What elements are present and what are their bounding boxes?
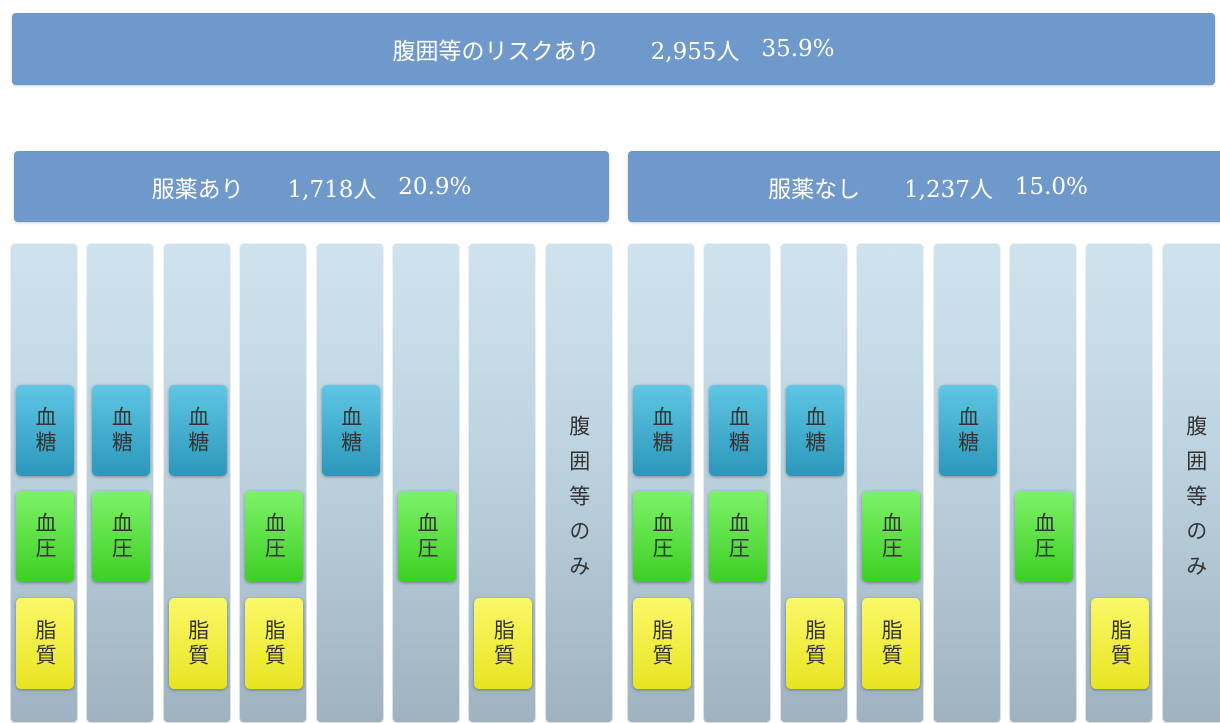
- risk-badge: 血糖: [16, 385, 74, 476]
- column: 血糖 血圧: [86, 243, 155, 723]
- spacer: [993, 174, 1015, 200]
- risk-badge: 血糖: [785, 385, 844, 476]
- group-label: 服薬なし: [768, 176, 861, 203]
- risk-badge: 血糖: [709, 385, 768, 476]
- header-bar: 腹囲等のリスクあり 2,955人 35.9%: [12, 13, 1215, 85]
- column: 血圧: [392, 243, 460, 723]
- risk-badge: 脂質: [168, 598, 227, 689]
- risk-badge: 脂質: [633, 598, 691, 689]
- risk-badge: 血糖: [321, 385, 380, 476]
- risk-badge: 血圧: [633, 491, 691, 582]
- risk-badge: 血圧: [245, 491, 304, 582]
- column-text: 腹囲等のみ: [566, 415, 591, 590]
- column: 血糖: [932, 243, 1001, 723]
- risk-badge: 血圧: [862, 491, 921, 582]
- spacer: [244, 174, 288, 200]
- group-percent: 15.0%: [1014, 173, 1088, 200]
- group-bar: 服薬あり 1,718人 20.9%: [14, 151, 609, 222]
- risk-badge: 血圧: [709, 491, 768, 582]
- spacer: [860, 174, 904, 200]
- group-count: 1,237人: [904, 176, 993, 203]
- column: 血糖 血圧: [703, 243, 772, 723]
- group-percent: 20.9%: [398, 173, 472, 200]
- risk-badge: 血圧: [1015, 491, 1073, 582]
- risk-badge: 血圧: [92, 491, 151, 582]
- risk-badge: 脂質: [862, 598, 921, 689]
- column: 脂質: [468, 243, 537, 723]
- group-bar: 服薬なし 1,237人 15.0%: [628, 151, 1220, 222]
- column-text: 腹囲等のみ: [1183, 415, 1208, 590]
- risk-badge: 血糖: [168, 385, 227, 476]
- column: 血糖 血圧 脂質: [10, 243, 78, 723]
- column: 血糖 血圧 脂質: [627, 243, 695, 723]
- risk-badge: 血圧: [16, 491, 74, 582]
- group-count: 1,718人: [287, 176, 377, 203]
- header-label: 腹囲等のリスクあり: [392, 39, 600, 65]
- risk-badge: 脂質: [474, 598, 533, 689]
- column: 血糖: [315, 243, 384, 723]
- header-percent: 35.9%: [761, 36, 835, 62]
- header-count: 2,955人: [650, 39, 740, 65]
- column: 腹囲等のみ: [544, 243, 613, 723]
- column: 腹囲等のみ: [1161, 243, 1220, 723]
- column: 血圧 脂質: [856, 243, 925, 723]
- column: 血圧 脂質: [239, 243, 308, 723]
- column: 脂質: [1085, 243, 1154, 723]
- risk-badge: 脂質: [16, 598, 74, 689]
- risk-badge: 血圧: [398, 491, 456, 582]
- risk-badge: 脂質: [1091, 598, 1150, 689]
- column: 血糖 脂質: [162, 243, 231, 723]
- spacer: [376, 174, 398, 200]
- risk-badge: 脂質: [785, 598, 844, 689]
- group-label: 服薬あり: [151, 176, 244, 203]
- risk-badge: 血糖: [92, 385, 151, 476]
- risk-badge: 血糖: [633, 385, 691, 476]
- risk-badge: 脂質: [245, 598, 304, 689]
- column: 血圧: [1009, 243, 1077, 723]
- risk-badge: 血糖: [938, 385, 997, 476]
- column: 血糖 脂質: [779, 243, 848, 723]
